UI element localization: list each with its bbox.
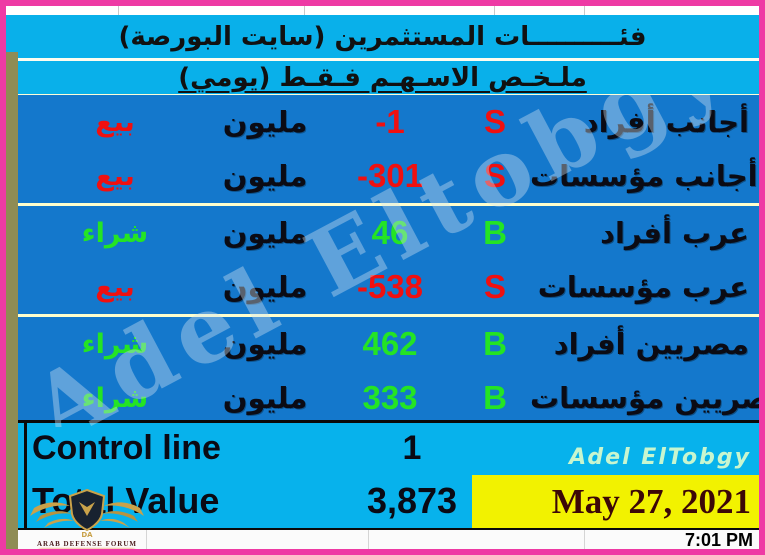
control-line-label: Control line xyxy=(32,428,221,467)
page-title: فئــــــــــات المستثمرين (سايت البورصة) xyxy=(6,15,759,61)
unit-label: مليون xyxy=(222,327,308,361)
investor-table: بيع مليون -1 S أجانب أفراد بيع مليون -30… xyxy=(6,94,759,427)
value-cell: -538 xyxy=(356,268,424,305)
total-value-row: Total Value 3,873 xyxy=(6,473,759,528)
winged-shield-icon: DA xyxy=(30,488,144,539)
table-row: شراء مليون 46 B عرب أفراد xyxy=(6,206,759,260)
table-row: بيع مليون -301 S أجانب مؤسسات xyxy=(6,149,759,203)
forum-logo-text: ARAB DEFENSE FORUM xyxy=(36,540,138,548)
unit-label: مليون xyxy=(222,270,308,304)
value-cell: 333 xyxy=(362,379,418,416)
side-letter: S xyxy=(483,103,506,140)
unit-label: مليون xyxy=(222,105,308,139)
category-label: عرب مؤسسات xyxy=(537,270,749,304)
row-separator xyxy=(6,314,759,317)
forum-url-blur xyxy=(39,549,135,555)
date-text: May 27, 2021 xyxy=(551,481,751,521)
summary-left-border xyxy=(24,423,27,528)
action-label: شراء xyxy=(81,328,149,360)
page-subtitle-text: ملـخـص الاسـهـم فـقـط (يومي) xyxy=(178,62,587,93)
table-row: بيع مليون -1 S أجانب أفراد xyxy=(6,95,759,149)
unit-label: مليون xyxy=(222,216,308,250)
side-letter: S xyxy=(483,157,506,194)
control-line-row: Control line 1 xyxy=(6,423,759,473)
taskbar-strip: 7:01 PM xyxy=(6,528,759,550)
page-subtitle: ملـخـص الاسـهـم فـقـط (يومي) xyxy=(6,61,759,94)
category-label: مصريين أفراد xyxy=(553,327,749,361)
total-value-amount: 3,873 xyxy=(366,479,458,521)
table-row: شراء مليون 333 B مصريين مؤسسات xyxy=(6,371,759,425)
table-row: بيع مليون -538 S عرب مؤسسات xyxy=(6,260,759,314)
category-label: مصريين مؤسسات xyxy=(530,381,759,415)
unit-label: مليون xyxy=(222,381,308,415)
side-letter: B xyxy=(483,379,507,416)
action-label: بيع xyxy=(95,160,135,192)
category-label: أجانب مؤسسات xyxy=(530,159,758,193)
author-signature: Adel ElTobgy xyxy=(569,445,751,470)
summary-section: Control line 1 Total Value 3,873 Adel El… xyxy=(6,420,759,528)
value-cell: 462 xyxy=(362,325,418,362)
category-label: أجانب أفراد xyxy=(583,105,749,139)
category-label: عرب أفراد xyxy=(600,216,749,250)
value-cell: -1 xyxy=(375,103,405,140)
action-label: شراء xyxy=(81,382,149,414)
action-label: شراء xyxy=(81,217,149,249)
date-box: May 27, 2021 xyxy=(472,475,759,528)
left-edge-strip xyxy=(6,52,18,549)
page-title-text: فئــــــــــات المستثمرين (سايت البورصة) xyxy=(118,21,647,52)
forum-logo: DA ARAB DEFENSE FORUM xyxy=(22,486,152,555)
side-letter: B xyxy=(483,325,507,362)
unit-label: مليون xyxy=(222,159,308,193)
control-line-value: 1 xyxy=(402,428,422,467)
clock-time: 7:01 PM xyxy=(684,530,753,550)
value-cell: 46 xyxy=(371,214,409,251)
side-letter: S xyxy=(483,268,506,305)
action-label: بيع xyxy=(95,106,135,138)
table-row: شراء مليون 462 B مصريين أفراد xyxy=(6,317,759,371)
logo-monogram: DA xyxy=(81,531,93,538)
side-letter: B xyxy=(483,214,507,251)
action-label: بيع xyxy=(95,271,135,303)
row-separator xyxy=(6,203,759,206)
value-cell: -301 xyxy=(356,157,424,194)
spreadsheet-gridline-strip xyxy=(6,6,759,15)
